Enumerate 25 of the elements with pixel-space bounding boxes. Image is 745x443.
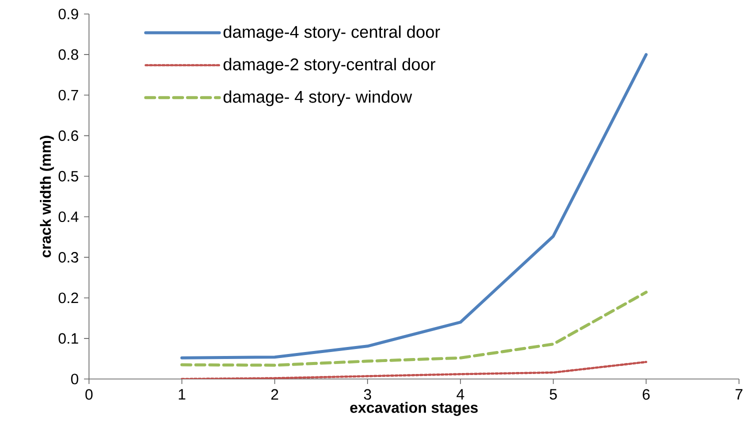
x-tick-label: 5 [550, 389, 557, 400]
y-tick-label: 0.3 [58, 252, 78, 263]
x-tick-label: 4 [456, 389, 464, 400]
y-tick-label: 0.7 [58, 90, 78, 100]
y-tick-label: 0.8 [58, 49, 78, 60]
legend-label: damage-4 story- central door [224, 25, 440, 42]
y-tick-label: 0 [71, 374, 78, 384]
y-tick-label: 0.9 [58, 8, 78, 20]
legend-label: damage- 4 story- window [224, 90, 412, 106]
line-series [180, 53, 648, 360]
y-axis-title: crack width (mm) [40, 136, 54, 258]
y-tick-label: 0.5 [58, 170, 78, 182]
y-tick-label: 0.1 [58, 333, 78, 344]
x-axis-title: excavation stages [350, 402, 478, 416]
x-tick-label: 7 [736, 389, 742, 400]
x-tick-label: 2 [271, 389, 278, 400]
x-tick-label: 3 [364, 389, 372, 400]
x-tick-label: 6 [642, 389, 650, 400]
x-tick-label: 0 [85, 389, 93, 400]
x-tick-label: 1 [178, 389, 186, 400]
y-tick-label: 0.4 [58, 211, 78, 222]
y-tick-label: 0.6 [58, 130, 78, 141]
legend-label: damage-2 story-central door [224, 58, 436, 74]
y-tick-label: 0.2 [58, 292, 78, 304]
line-series [180, 290, 648, 367]
